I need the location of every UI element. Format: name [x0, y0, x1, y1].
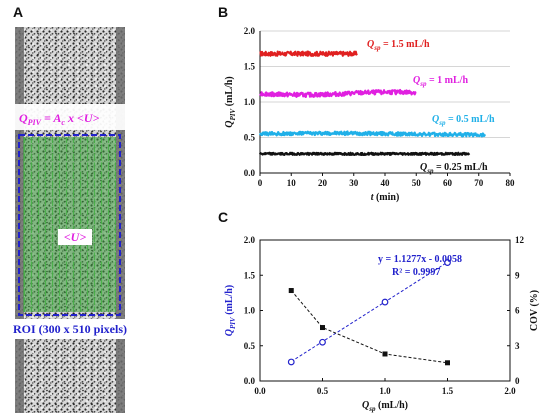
- chart-c-ytick: 0.0: [244, 376, 256, 386]
- chart-b-xtick: 30: [349, 178, 359, 188]
- chart-c-y2tick: 12: [515, 235, 525, 245]
- chart-b-xtick: 60: [443, 178, 453, 188]
- chart-c-ytick: 0.5: [244, 341, 256, 351]
- chart-c-qpiv-point: [381, 298, 389, 306]
- chart-c-xtick: 2.0: [504, 386, 516, 396]
- chart-b-ytick: 1.0: [244, 97, 256, 107]
- roi-label-band: [15, 319, 125, 339]
- chart-c-cov-point: [445, 360, 450, 366]
- chart-b-series-line: [258, 130, 487, 138]
- panel-c-letter: C: [218, 209, 228, 225]
- chart-c-y2tick: 0: [515, 376, 520, 386]
- chart-c-fit-line: [290, 261, 448, 362]
- chart-b-xtick: 0: [258, 178, 263, 188]
- chart-b-ytick: 0.0: [244, 168, 256, 178]
- roi-box: [18, 134, 121, 316]
- chart-c-equation: y = 1.1277x - 0.0058: [378, 254, 462, 265]
- chart-c-y2tick: 3: [515, 341, 520, 351]
- chart-b-ylabel: QPIV (mL/h): [224, 76, 237, 127]
- chart-b-series-line: [258, 151, 471, 156]
- chart-c-ylabel: QPIV (mL/h): [224, 285, 237, 336]
- velocity-label: <U>: [64, 230, 87, 244]
- chart-c-qpiv-point: [444, 259, 451, 266]
- chart-c-xtick: 0.5: [317, 386, 329, 396]
- chart-b-series-line: [259, 88, 417, 99]
- chart-c-cov-point: [382, 351, 388, 357]
- panel-a: A QPIV = Ac x <U> <U> ROI (300 x 510 pix…: [13, 4, 127, 413]
- chart-b-xlabel: t (min): [371, 192, 400, 203]
- chart-c-ytick: 1.0: [244, 306, 256, 316]
- chart-b-xtick: 50: [412, 178, 422, 188]
- chart-c-y2tick: 6: [515, 306, 520, 316]
- chart-c-xlabel: Qsp (mL/h): [362, 400, 408, 413]
- chart-b-ytick: 2.0: [244, 26, 256, 36]
- chart-b-series-line: [259, 50, 358, 57]
- chart-c-cov-point: [320, 325, 325, 331]
- chart-b-xtick: 70: [474, 178, 484, 188]
- chart-c-r2: R² = 0.9997: [392, 267, 440, 278]
- chart-b-xtick: 20: [318, 178, 328, 188]
- chart-b-series-label: Qsp = 1 mL/h: [413, 75, 468, 88]
- chart-c-ytick: 2.0: [244, 235, 256, 245]
- chart-b-series-label: Qsp = 0.5 mL/h: [432, 114, 495, 127]
- chart-b-ytick: 1.5: [244, 62, 256, 72]
- chart-b: 0.0 0.5 1.0 1.5 2.0 0 10 20 30 40 50 60 70 80 t (min) Q…: [224, 26, 515, 203]
- panel-b-letter: B: [218, 4, 228, 20]
- formula-band: [15, 104, 125, 130]
- formula-label: QPIV = Ac x <U>: [19, 111, 99, 127]
- chart-c-cov-line: [290, 290, 448, 364]
- chart-c-xtick: 1.0: [379, 386, 391, 396]
- chart-c-xtick: 0.0: [254, 386, 266, 396]
- chart-c-qpiv-point: [287, 358, 295, 366]
- chart-c-qpiv-point: [319, 338, 326, 346]
- panel-a-letter: A: [13, 4, 23, 20]
- chart-b-xtick: 40: [381, 178, 391, 188]
- chart-b-ytick: 0.5: [244, 133, 256, 143]
- chart-c-ytick: 1.5: [244, 270, 256, 280]
- chart-c-y2label: COV (%): [529, 290, 540, 331]
- chart-b-series-label: Qsp = 0.25 mL/h: [420, 162, 488, 175]
- roi-label: ROI (300 x 510 pixels): [13, 322, 127, 336]
- panel-b: B 0.0 0.5 1.0 1.5 2.0 0 10 20 30 40 50 60 70 80 t (min…: [218, 4, 515, 203]
- velocity-label-box: [58, 229, 92, 245]
- chart-c-xtick: 1.5: [442, 386, 454, 396]
- chart-c-cov-point: [288, 288, 294, 294]
- chart-b-xtick: 80: [506, 178, 516, 188]
- chart-c-y2tick: 9: [515, 270, 520, 280]
- chart-b-xtick: 10: [287, 178, 297, 188]
- chart-b-series-label: Qsp = 1.5 mL/h: [367, 39, 430, 52]
